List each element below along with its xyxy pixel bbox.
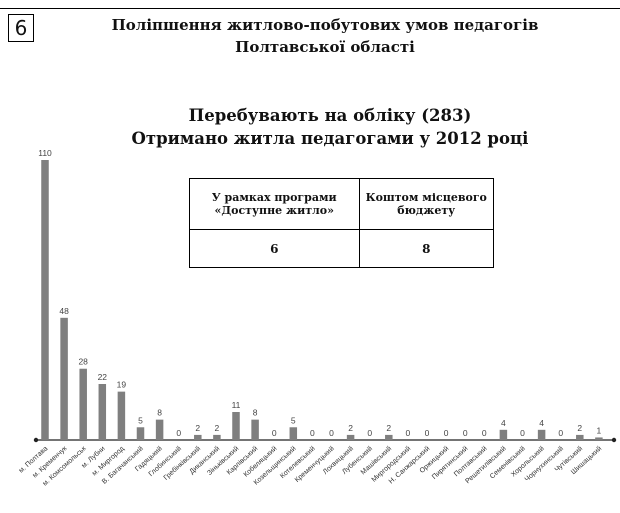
bar-value-label: 0 bbox=[482, 428, 487, 438]
bar-value-label: 0 bbox=[406, 428, 411, 438]
bar bbox=[251, 419, 259, 440]
bar-value-label: 0 bbox=[176, 428, 181, 438]
bar-value-label: 28 bbox=[78, 357, 88, 367]
bar-value-label: 22 bbox=[98, 372, 108, 382]
bar-value-label: 5 bbox=[138, 415, 143, 425]
bar bbox=[213, 434, 221, 440]
bar bbox=[595, 437, 603, 440]
bar-value-label: 11 bbox=[232, 400, 241, 410]
bar-value-label: 19 bbox=[117, 380, 127, 390]
bar-value-label: 0 bbox=[463, 428, 468, 438]
bar bbox=[155, 419, 164, 440]
page-number: 6 bbox=[8, 14, 34, 42]
bar bbox=[289, 427, 298, 440]
bar-value-label: 1 bbox=[597, 425, 602, 435]
bar-value-label: 0 bbox=[520, 428, 525, 438]
info-table-col1-value: 6 bbox=[189, 229, 360, 268]
bar bbox=[194, 434, 202, 440]
bar-value-label: 5 bbox=[291, 415, 296, 425]
bar bbox=[136, 427, 145, 440]
x-tick-label: Полтавський bbox=[452, 444, 488, 478]
chart-title-block: Перебувають на обліку (283) Отримано жит… bbox=[80, 104, 580, 150]
bar bbox=[537, 429, 546, 440]
info-table-col2-header: Коштом місцевого бюджету bbox=[358, 178, 494, 230]
bar-value-label: 0 bbox=[444, 428, 449, 438]
bar-value-label: 4 bbox=[539, 418, 544, 428]
info-table-value-row: 6 8 bbox=[189, 229, 494, 268]
bar bbox=[79, 368, 87, 440]
bar-value-label: 2 bbox=[215, 423, 220, 433]
info-table-col1-header: У рамках програми «Доступне житло» bbox=[189, 178, 360, 230]
axis-end-dot bbox=[611, 437, 617, 443]
bar-value-label: 2 bbox=[577, 423, 582, 433]
bar-value-label: 0 bbox=[310, 428, 315, 438]
info-table-col2-value: 8 bbox=[358, 229, 494, 268]
chart-subtitle: Отримано житла педагогами у 2012 році bbox=[131, 129, 529, 148]
bar-value-label: 2 bbox=[348, 423, 353, 433]
bar bbox=[499, 429, 508, 440]
bar bbox=[117, 391, 126, 440]
bar-value-label: 0 bbox=[558, 428, 563, 438]
x-tick-label: Глобинський bbox=[147, 444, 183, 478]
bar-value-label: 4 bbox=[501, 418, 506, 428]
bar bbox=[346, 434, 355, 440]
page-heading: Поліпшення житлово-побутових умов педаго… bbox=[60, 14, 590, 58]
bar bbox=[232, 412, 240, 440]
bar-value-label: 2 bbox=[195, 423, 200, 433]
bar bbox=[41, 160, 49, 440]
bar bbox=[60, 317, 68, 440]
bar-value-label: 0 bbox=[329, 428, 334, 438]
bar bbox=[385, 434, 393, 440]
bar-value-label: 8 bbox=[253, 408, 258, 418]
bar bbox=[98, 384, 107, 440]
top-rule bbox=[0, 0, 620, 9]
page-heading-line2: Полтавської області bbox=[235, 38, 415, 56]
axis-start-dot bbox=[33, 437, 39, 443]
bar-value-label: 8 bbox=[157, 408, 162, 418]
page-heading-line1: Поліпшення житлово-побутових умов педаго… bbox=[111, 16, 539, 34]
bar-value-label: 0 bbox=[272, 428, 277, 438]
info-table-header-row: У рамках програми «Доступне житло» Кошто… bbox=[189, 178, 494, 230]
chart-title: Перебувають на обліку (283) bbox=[188, 106, 472, 125]
bar-value-label: 110 bbox=[38, 148, 52, 158]
bar-value-label: 0 bbox=[425, 428, 430, 438]
info-table: У рамках програми «Доступне житло» Кошто… bbox=[189, 178, 494, 268]
bar-value-label: 0 bbox=[367, 428, 372, 438]
bar bbox=[576, 434, 584, 440]
bar-value-label: 48 bbox=[59, 306, 69, 316]
bar-value-label: 2 bbox=[386, 423, 391, 433]
